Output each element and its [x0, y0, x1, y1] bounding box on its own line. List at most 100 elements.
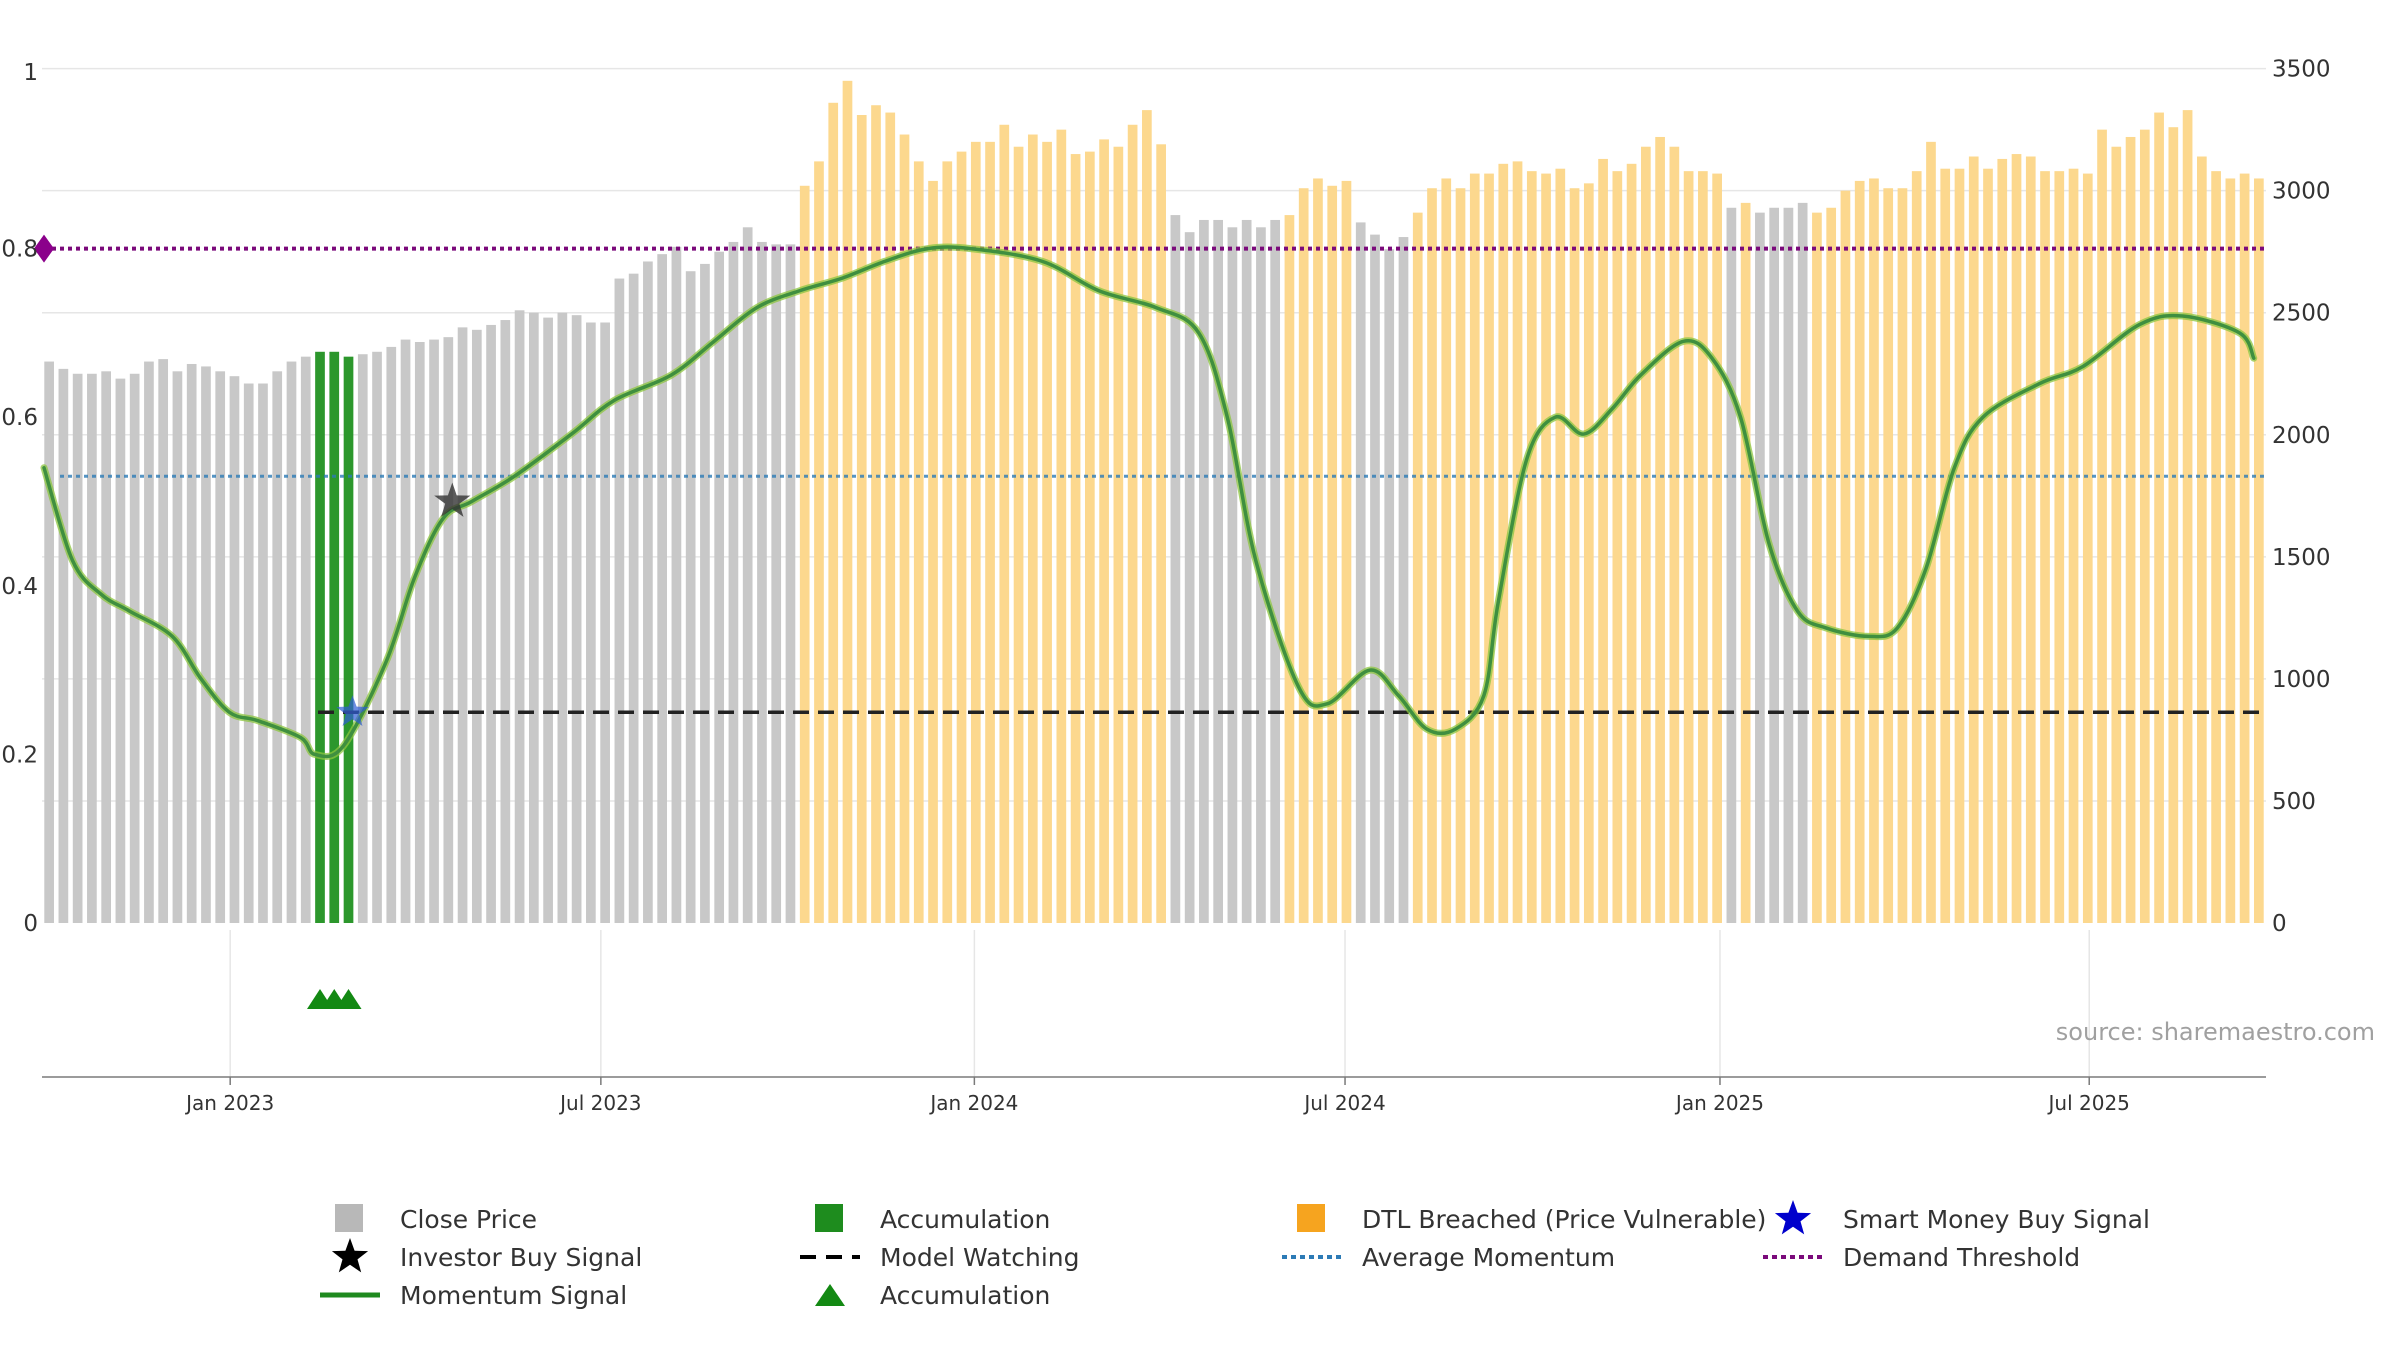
close-price-bar [543, 317, 553, 923]
legend-smart-money-buy: Smart Money Buy Signal [1763, 1200, 2150, 1238]
dtl-bar [1412, 212, 1423, 923]
dtl-bar [814, 161, 824, 924]
left-axis-tick: 0.8 [1, 237, 38, 263]
legend-average-momentum: Average Momentum [1282, 1238, 1615, 1276]
x-axis-tick: Jul 2023 [558, 1091, 641, 1115]
close-price-bar [414, 342, 425, 923]
legend-label: Accumulation [880, 1280, 1051, 1310]
dtl-bar [2239, 173, 2250, 923]
dtl-bar [1569, 188, 1580, 924]
close-price-bar [72, 373, 83, 923]
dtl-bar [1512, 161, 1523, 924]
close-price-bar [671, 246, 682, 924]
legend-investor-buy: Investor Buy Signal [320, 1238, 642, 1276]
dtl-bar [1441, 178, 1452, 923]
dtl-bar [1883, 188, 1894, 924]
dtl-bar [1313, 178, 1323, 923]
legend-label: DTL Breached (Price Vulnerable) [1362, 1204, 1767, 1234]
legend-demand-threshold: Demand Threshold [1763, 1238, 2080, 1276]
dtl-bar [985, 141, 995, 924]
momentum-signal-line [40, 243, 2258, 761]
close-price-bar [44, 361, 54, 923]
close-price-bar [158, 359, 169, 924]
close-price-bar [1199, 219, 1209, 924]
close-price-bar [1755, 212, 1765, 923]
dtl-bar [1583, 183, 1594, 923]
right-axis-tick: 0 [2272, 911, 2287, 937]
x-axis-tick: Jul 2025 [2047, 1091, 2130, 1115]
accumulation-swatch-icon [800, 1200, 860, 1238]
legend-label: Smart Money Buy Signal [1843, 1204, 2150, 1234]
dtl-bar [1127, 124, 1138, 923]
accumulation-bar [315, 351, 325, 923]
grid-lines [42, 67, 2266, 1077]
close-price-bar [386, 346, 397, 923]
close-price-bar [372, 351, 382, 923]
dtl-bar [1640, 146, 1651, 923]
legend-accumulation-bar: Accumulation [800, 1200, 1050, 1238]
right-axis-tick: 2500 [2272, 301, 2331, 327]
dtl-bar [2211, 171, 2221, 924]
legend-dtl-breached: DTL Breached (Price Vulnerable) [1282, 1200, 1766, 1238]
dtl-bar [2011, 154, 2022, 923]
close-price-bar [243, 383, 254, 923]
x-axis-tick: Jan 2023 [184, 1091, 274, 1115]
close-price-bar [286, 361, 297, 923]
close-price-bar [1270, 219, 1281, 924]
close-price-bar [201, 366, 211, 923]
dtl-bar [899, 134, 910, 924]
dtl-bar [1698, 171, 1708, 924]
black-star-icon [320, 1238, 380, 1276]
dtl-bar [1911, 171, 1922, 924]
dtl-bar [999, 124, 1010, 923]
left-axis-tick: 0.2 [1, 742, 38, 768]
dtl-bar [1612, 171, 1623, 924]
close-price-bar [186, 363, 197, 924]
dtl-bar [1840, 190, 1851, 923]
price-bars [44, 80, 2264, 924]
dtl-bar [1427, 188, 1437, 924]
close-price-bar [87, 373, 97, 923]
dtl-bar [1997, 158, 2008, 923]
right-axis-tick: 1000 [2272, 667, 2331, 693]
dtl-bar [956, 151, 967, 923]
dtl-bar [1284, 215, 1295, 923]
close-price-bar [215, 371, 226, 923]
close-price-bar [771, 244, 782, 923]
close-price-bar [144, 361, 154, 923]
dtl-bar [1455, 188, 1466, 924]
right-axis-tick: 2000 [2272, 423, 2331, 449]
close-price-bar [471, 329, 482, 923]
dtl-bar [1541, 173, 1551, 923]
legend-label: Model Watching [880, 1242, 1080, 1272]
close-price-bar [757, 241, 767, 923]
dtl-bar [1968, 156, 1979, 923]
dtl-bar [1484, 173, 1494, 923]
dtl-bar [1669, 146, 1680, 923]
close-price-bar [571, 315, 582, 923]
dtl-bar [1498, 163, 1509, 923]
close-price-bar [614, 278, 625, 924]
dtl-bar [871, 105, 881, 923]
green-triangle-icon [800, 1276, 860, 1314]
dtl-bar [1142, 110, 1152, 924]
right-axis-tick: 1500 [2272, 545, 2331, 571]
close-price-bar [586, 322, 596, 923]
dtl-bar [2254, 178, 2264, 923]
dtl-bar [913, 161, 924, 924]
dtl-bar [1655, 136, 1665, 924]
close-price-bar [1241, 219, 1252, 924]
dtl-bar [942, 161, 953, 924]
dtl-bar [856, 114, 867, 924]
close-price-bar [429, 339, 439, 923]
dtl-bar [1954, 168, 1965, 924]
dtl-bar [1812, 212, 1822, 923]
close-price-bar [272, 371, 283, 923]
dotted-blue-line-icon [1282, 1238, 1342, 1276]
close-price-bar [557, 312, 568, 923]
close-price-bar [1783, 207, 1794, 923]
left-axis-tick: 1 [23, 60, 38, 86]
dtl-bar [2040, 171, 2050, 924]
left-axis-tick: 0.6 [1, 405, 38, 431]
